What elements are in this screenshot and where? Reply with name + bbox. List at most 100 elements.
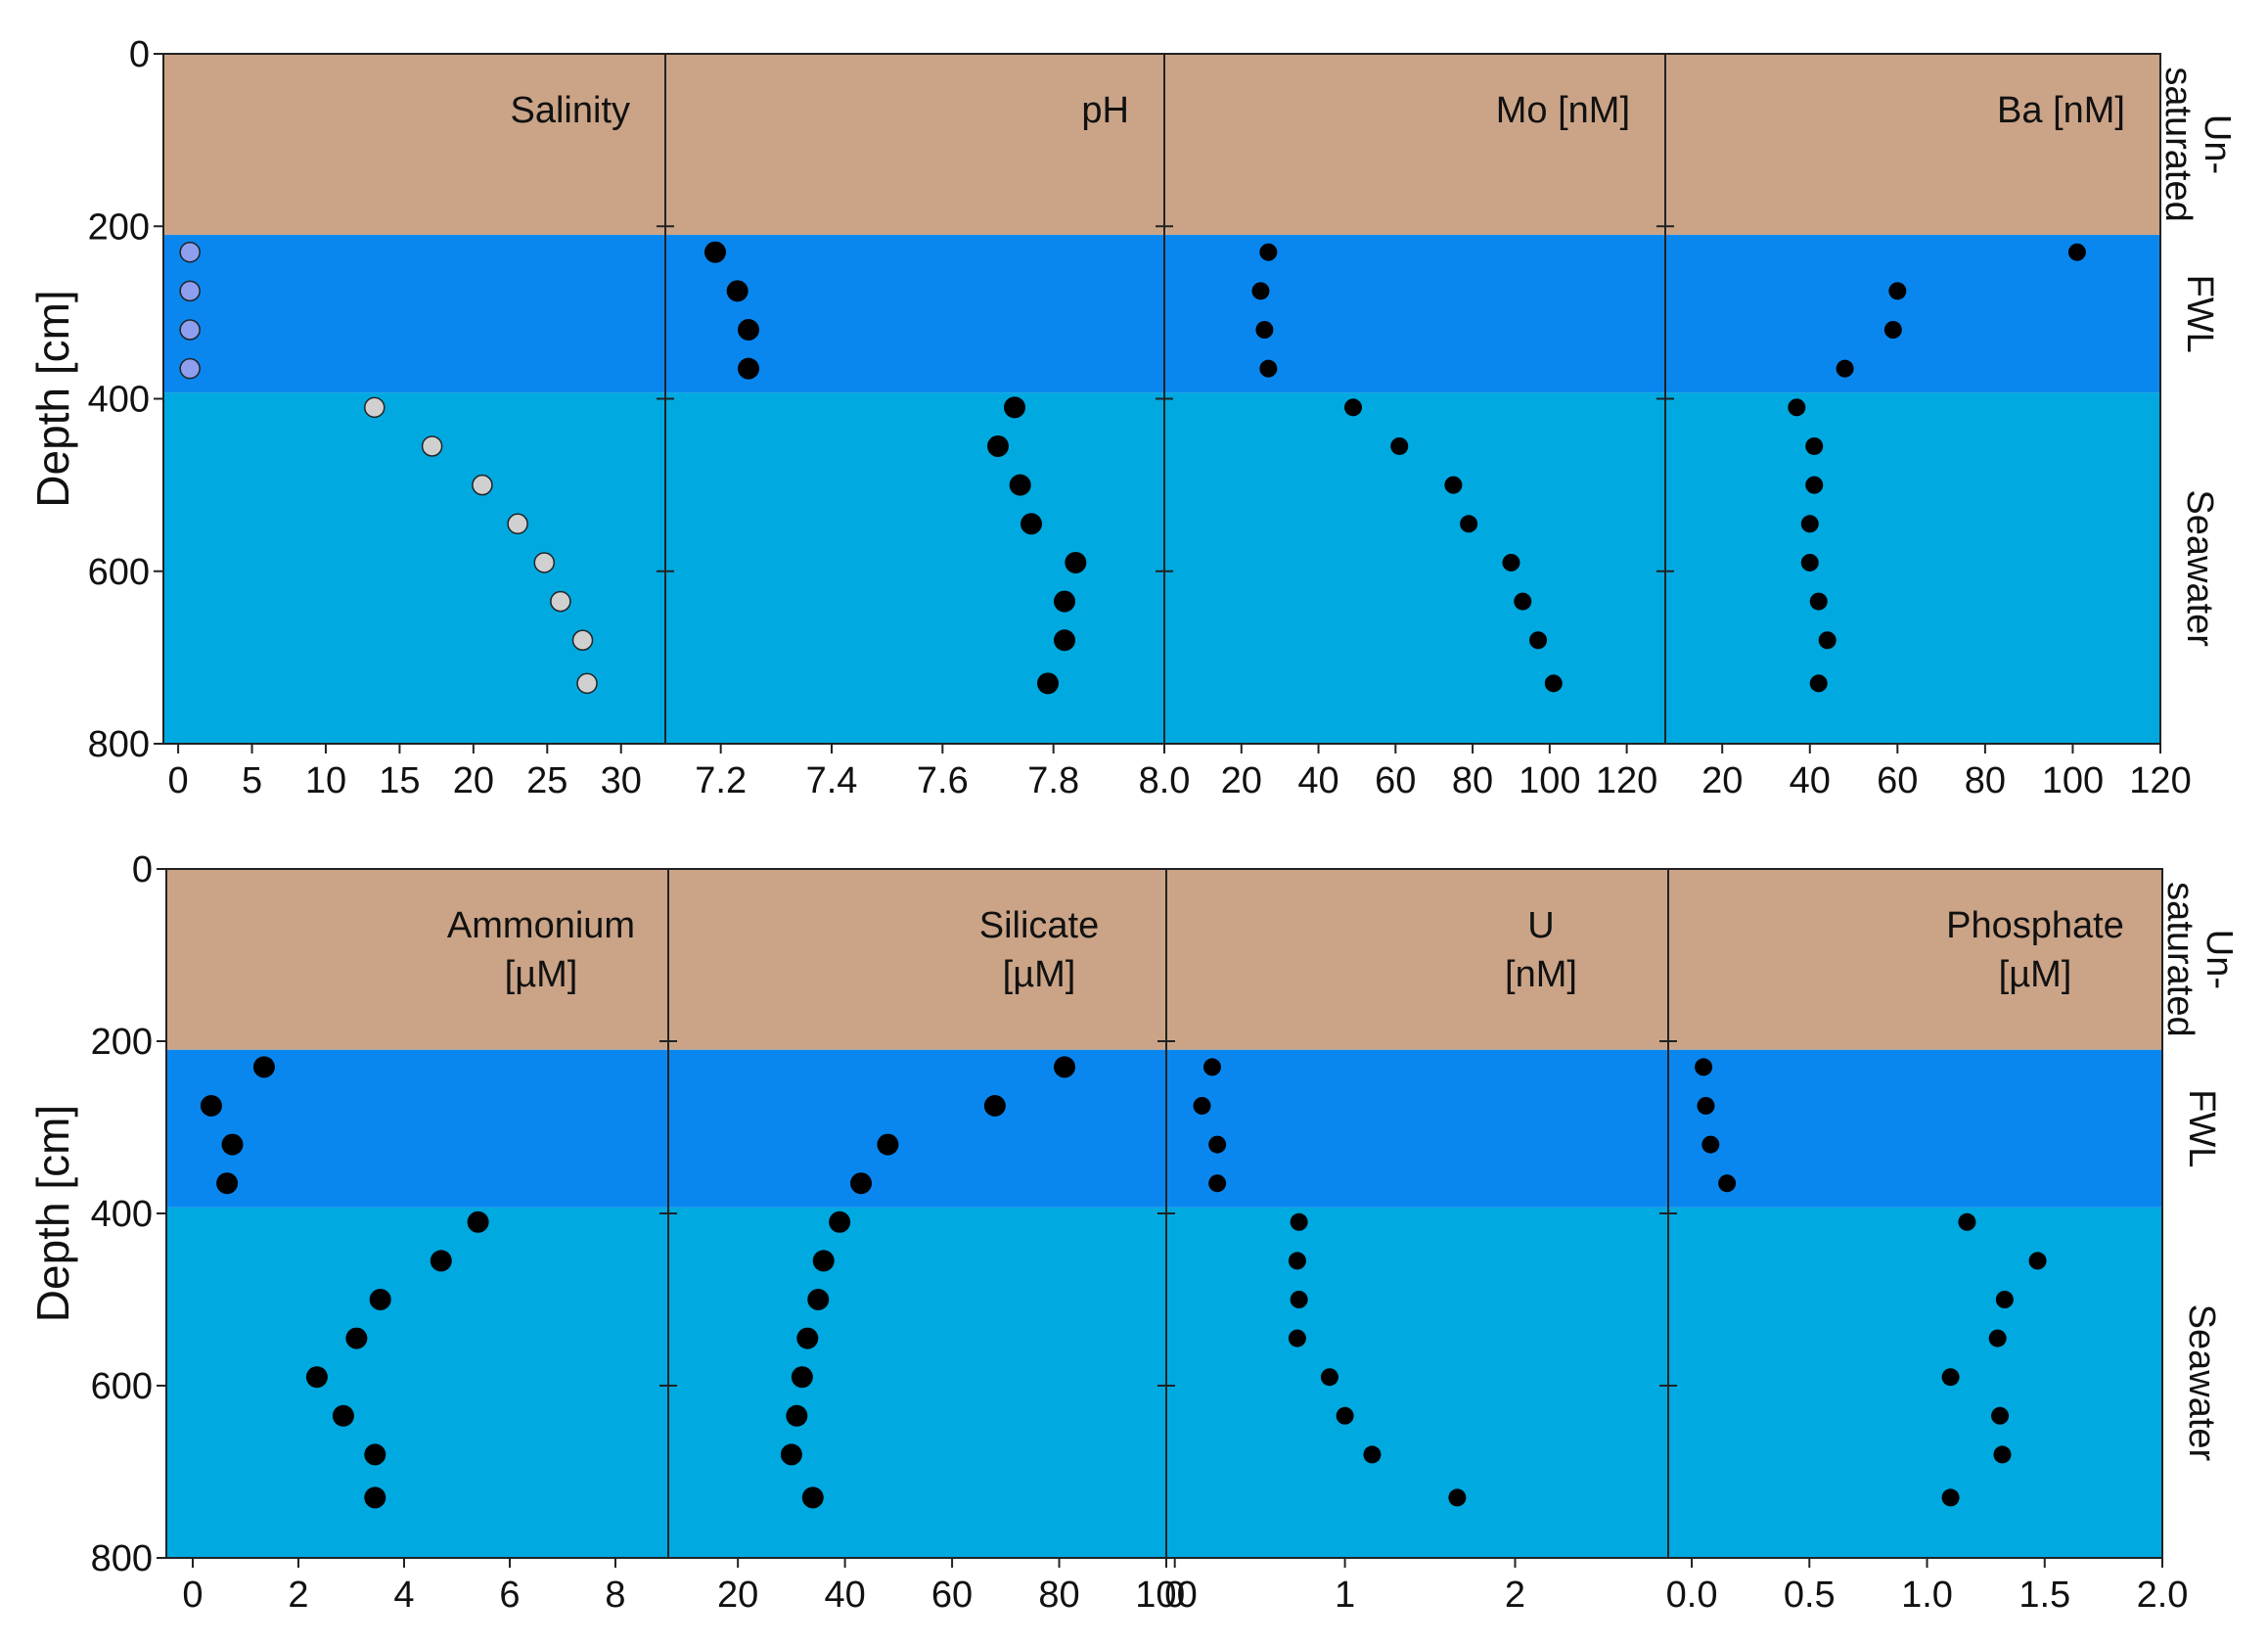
panel-ammonium-m: Ammonium [µM] 0 2 4 6 8	[182, 869, 677, 1616]
x-tick-label: 4	[393, 1575, 414, 1616]
data-point	[704, 241, 726, 263]
data-point	[1993, 1445, 2012, 1464]
data-point	[1836, 359, 1854, 378]
data-point	[1818, 631, 1837, 650]
data-point	[1805, 436, 1824, 455]
data-point	[507, 513, 528, 535]
data-point	[786, 1404, 808, 1427]
x-tick-label: 100	[1135, 1575, 1197, 1616]
data-point	[1809, 674, 1828, 693]
x-tick-label: 40	[1297, 760, 1338, 801]
data-point	[430, 1250, 452, 1272]
data-point	[200, 1095, 222, 1117]
data-point	[812, 1250, 835, 1272]
data-point	[1054, 1056, 1076, 1078]
zone-band-seawater	[163, 392, 2160, 744]
x-tick-label: 0	[182, 1575, 203, 1616]
data-point	[179, 241, 201, 263]
x-tick-label: 7.2	[695, 760, 747, 801]
panel-title: Ammonium [µM]	[447, 905, 635, 995]
zone-label-un-saturated: Un-saturated	[2157, 67, 2238, 221]
zone-label-un-saturated: Un-saturated	[2159, 882, 2240, 1036]
y-tick-label: 600	[91, 1366, 153, 1407]
x-tick-label: 40	[1790, 760, 1831, 801]
data-point	[571, 629, 594, 651]
x-tick-label: 1.0	[1901, 1575, 1953, 1616]
x-tick-label: 60	[1375, 760, 1416, 801]
x-tick-label: 20	[1701, 760, 1743, 801]
data-point	[829, 1210, 851, 1233]
data-point	[1695, 1058, 1713, 1076]
data-point	[1544, 674, 1563, 693]
x-tick-label: 0.0	[1666, 1575, 1718, 1616]
data-point	[1701, 1135, 1720, 1154]
data-point	[738, 357, 759, 380]
data-point	[726, 280, 748, 302]
data-point	[780, 1443, 802, 1466]
data-point	[364, 396, 386, 419]
top-row-panels: Un-saturatedFWLSeawater0200400600800Dept…	[27, 34, 2238, 801]
x-tick-label: 7.6	[917, 760, 969, 801]
data-point	[1448, 1488, 1467, 1507]
data-point	[796, 1327, 819, 1349]
y-axis-label: Depth [cm]	[27, 1105, 78, 1322]
data-point	[1255, 321, 1274, 339]
data-point	[1800, 515, 1819, 533]
x-tick-label: 80	[1452, 760, 1493, 801]
zone-band-un-saturated	[163, 54, 2160, 236]
panel-title: Ba [nM]	[1997, 90, 2125, 131]
panel-title: Salinity	[511, 90, 631, 131]
panel-title: U [nM]	[1505, 905, 1577, 995]
x-tick-label: 100	[2042, 760, 2104, 801]
x-tick-label: 120	[2129, 760, 2191, 801]
data-point	[421, 435, 443, 457]
data-point	[1883, 321, 1902, 339]
data-point	[1988, 1329, 2007, 1347]
x-tick-label: 0	[168, 760, 189, 801]
data-point	[305, 1366, 328, 1389]
y-tick-label: 400	[88, 380, 150, 421]
data-point	[576, 672, 598, 695]
data-point	[1290, 1291, 1308, 1308]
data-point	[1290, 1212, 1308, 1231]
y-tick-label: 800	[91, 1538, 153, 1579]
x-tick-label: 6	[499, 1575, 520, 1616]
y-tick-label: 600	[88, 552, 150, 593]
data-point	[1697, 1097, 1715, 1115]
panel-mo-nm: Mo [nM] 20 40 60 80 100 120	[1221, 54, 1674, 801]
x-tick-label: 40	[824, 1575, 865, 1616]
panel-salinity: Salinity 0 5 10 15 20 25 30	[168, 54, 674, 801]
panel-silicate-m: Silicate [µM] 20 40 60 80 100	[717, 869, 1198, 1616]
data-point	[2028, 1252, 2047, 1270]
data-point	[1958, 1212, 1976, 1231]
x-tick-label: 60	[1877, 760, 1918, 801]
data-point	[1514, 592, 1532, 611]
data-point	[179, 319, 201, 341]
data-point	[987, 434, 1009, 457]
zone-band-un-saturated	[166, 869, 2162, 1050]
zone-band-fwl	[166, 1049, 2162, 1208]
data-point	[1805, 476, 1824, 494]
zone-label-fwl: FWL	[2179, 275, 2220, 353]
data-point	[2067, 243, 2086, 261]
data-point	[1995, 1291, 2014, 1308]
data-point	[1529, 631, 1548, 650]
x-tick-label: 120	[1596, 760, 1657, 801]
x-tick-label: 7.4	[806, 760, 858, 801]
x-tick-label: 80	[1038, 1575, 1079, 1616]
panel-title: Mo [nM]	[1496, 90, 1630, 131]
data-point	[1788, 398, 1806, 417]
x-tick-label: 20	[453, 760, 494, 801]
x-tick-label: 80	[1965, 760, 2006, 801]
data-point	[369, 1289, 391, 1310]
data-point	[252, 1056, 275, 1078]
data-point	[1320, 1368, 1338, 1387]
data-point	[1208, 1135, 1227, 1154]
x-tick-label: 25	[526, 760, 567, 801]
panel-u-nm: U [nM] 0 1 2	[1164, 869, 1677, 1616]
data-point	[1460, 515, 1478, 533]
x-tick-label: 8.0	[1139, 760, 1191, 801]
y-tick-label: 0	[129, 34, 150, 75]
data-point	[1718, 1174, 1737, 1193]
